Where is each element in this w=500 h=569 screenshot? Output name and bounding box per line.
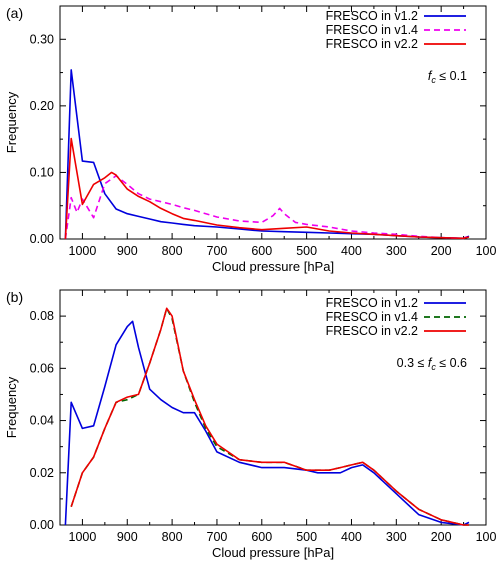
x-tick-label: 500 [296, 530, 317, 544]
panel-label: (b) [6, 289, 23, 305]
x-axis-title: Cloud pressure [hPa] [212, 545, 334, 560]
plot-frame [59, 5, 487, 240]
plot-frame [59, 289, 487, 526]
x-tick-label: 100 [476, 244, 497, 258]
legend-label: FRESCO in v1.4 [326, 23, 418, 37]
series-line-fresco-in-v1-2 [64, 320, 470, 526]
x-tick-label: 800 [162, 244, 183, 258]
x-tick-label: 700 [207, 244, 228, 258]
y-tick-label: 0.02 [30, 466, 54, 480]
y-tick-label: 0.00 [30, 232, 54, 246]
y-tick-label: 0.08 [30, 309, 54, 323]
x-tick-label: 700 [207, 530, 228, 544]
x-tick-label: 400 [341, 530, 362, 544]
panel-label: (a) [6, 5, 23, 21]
y-tick-label: 0.30 [30, 32, 54, 46]
y-axis-title: Frequency [4, 91, 19, 153]
y-tick-label: 0.10 [30, 165, 54, 179]
condition-annotation: 0.3 ≤ fc ≤ 0.6 [397, 356, 467, 372]
x-tick-label: 800 [162, 530, 183, 544]
legend-label: FRESCO in v2.2 [326, 37, 418, 51]
x-tick-label: 600 [251, 530, 272, 544]
y-axis-title: Frequency [4, 376, 19, 438]
chart-panel-1: 1000 900 800 700 600 500 400 300 200 100 0.00 0.02 0… [4, 289, 496, 560]
x-tick-label: 1000 [69, 244, 97, 258]
legend-label: FRESCO in v1.4 [326, 310, 418, 324]
x-axis-title: Cloud pressure [hPa] [212, 259, 334, 274]
y-tick-label: 0.20 [30, 99, 54, 113]
y-tick-label: 0.04 [30, 414, 54, 428]
x-tick-label: 100 [476, 530, 497, 544]
series-line-fresco-in-v1-4 [70, 307, 469, 526]
x-tick-label: 300 [386, 244, 407, 258]
legend-label: FRESCO in v1.2 [326, 296, 418, 310]
series-line-fresco-in-v1-2 [64, 69, 470, 240]
y-tick-label: 0.06 [30, 361, 54, 375]
series-line-fresco-in-v1-4 [64, 175, 470, 240]
x-tick-label: 900 [117, 530, 138, 544]
y-tick-label: 0.00 [30, 518, 54, 532]
x-tick-label: 500 [296, 244, 317, 258]
x-tick-label: 1000 [69, 530, 97, 544]
series-line-fresco-in-v2-2 [70, 307, 469, 526]
series-line-fresco-in-v2-2 [64, 137, 470, 240]
x-tick-label: 600 [251, 244, 272, 258]
legend-label: FRESCO in v1.2 [326, 9, 418, 23]
x-tick-label: 300 [386, 530, 407, 544]
x-tick-label: 200 [431, 244, 452, 258]
x-tick-label: 200 [431, 530, 452, 544]
x-tick-label: 400 [341, 244, 362, 258]
condition-annotation: fc ≤ 0.1 [428, 69, 467, 85]
chart-panel-0: 1000 900 800 700 600 500 400 300 200 100 0.00 0.10 0… [4, 5, 496, 274]
legend-label: FRESCO in v2.2 [326, 324, 418, 338]
x-tick-label: 900 [117, 244, 138, 258]
